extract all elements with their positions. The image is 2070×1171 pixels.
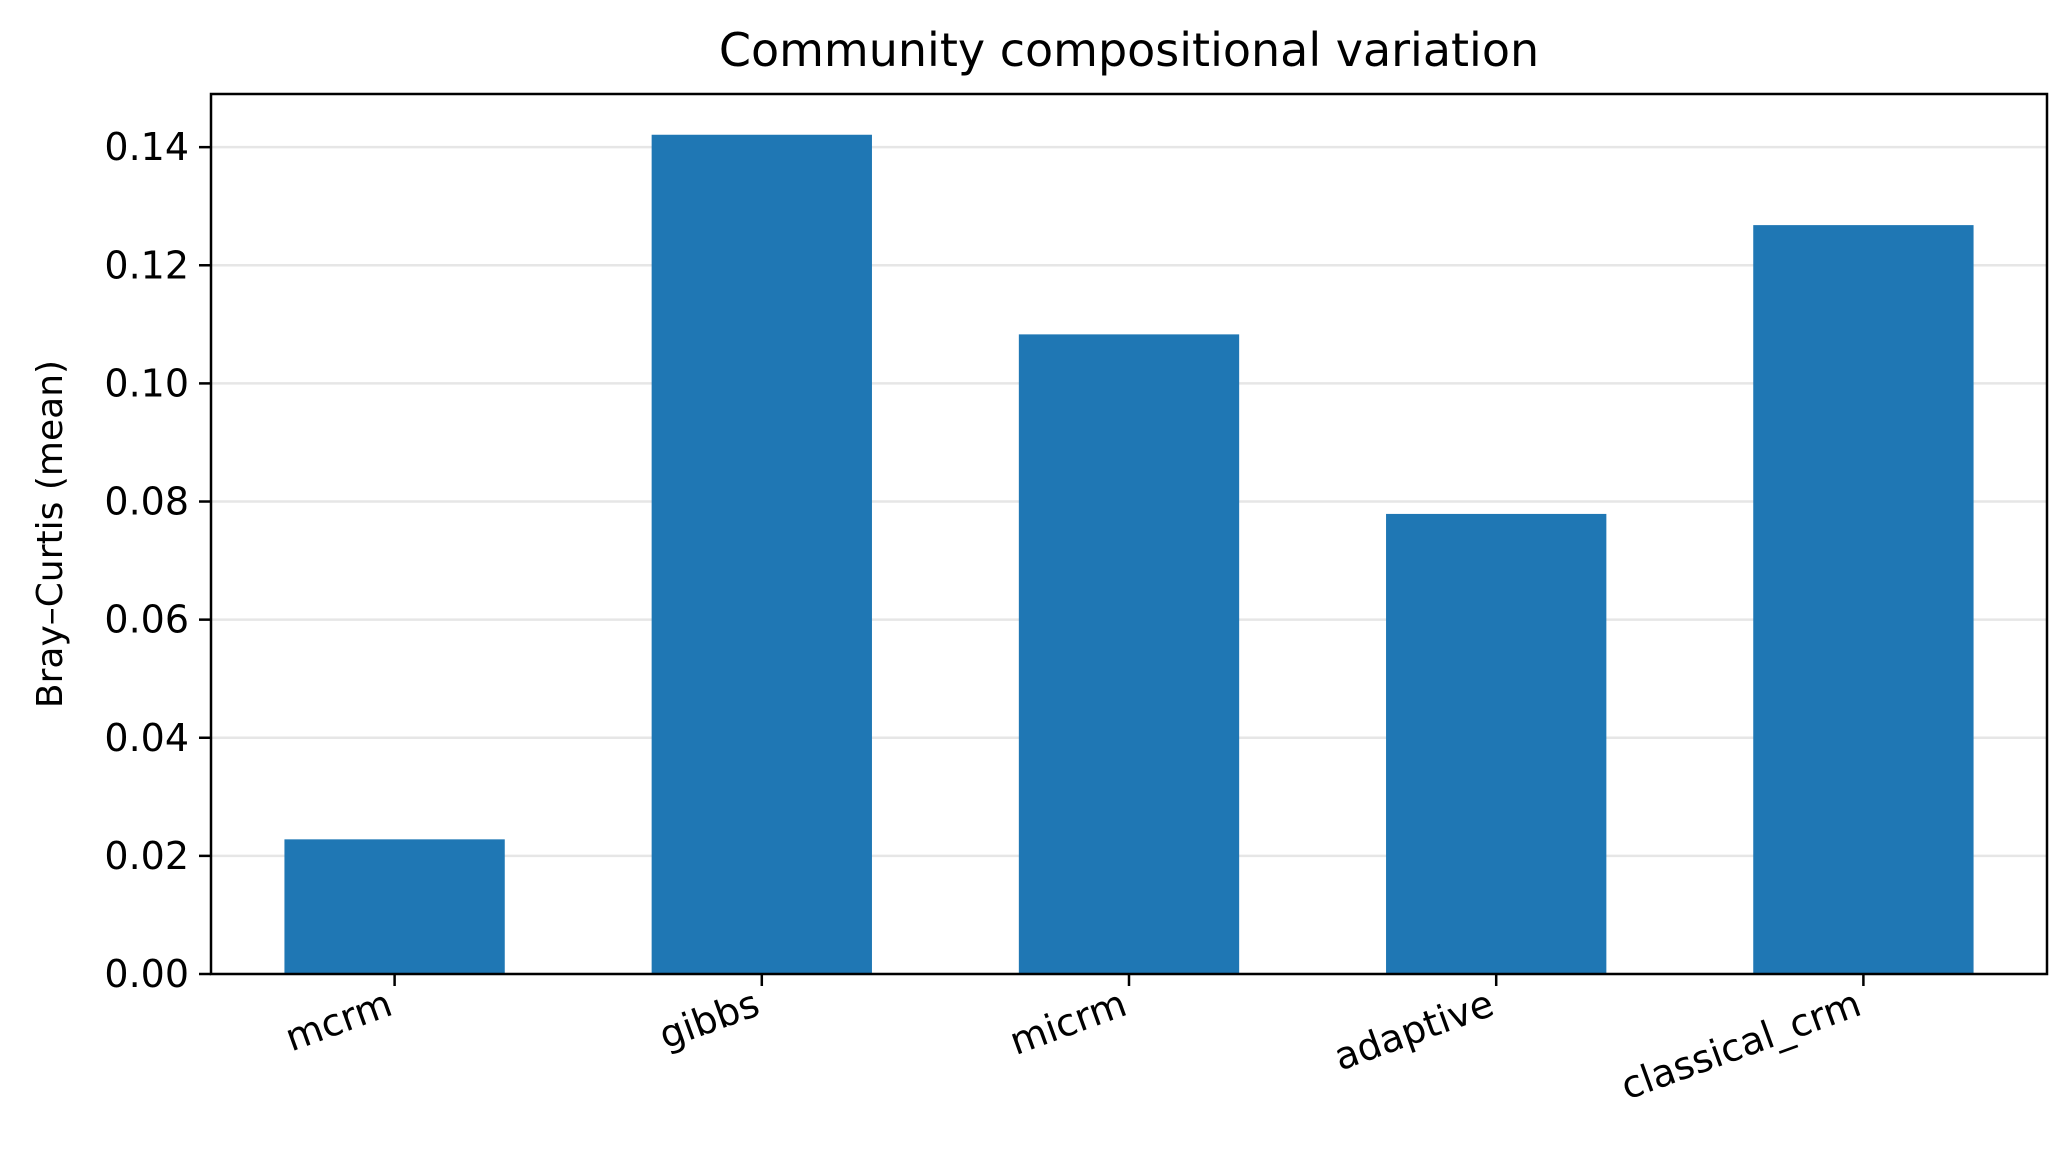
y-tick-label: 0.00 — [104, 952, 189, 996]
y-tick-label: 0.02 — [104, 834, 189, 878]
x-tick-label: adaptive — [1328, 981, 1499, 1079]
x-axis: mcrm gibbs micrm adaptive classical_crm — [279, 974, 1866, 1108]
y-tick-label: 0.04 — [104, 716, 189, 760]
y-tick-label: 0.12 — [104, 243, 189, 287]
x-tick-label: gibbs — [653, 981, 765, 1057]
chart-title: Community compositional variation — [719, 23, 1539, 77]
bar-adaptive — [1386, 513, 1607, 974]
bar-micrm — [1018, 334, 1240, 974]
bar-mcrm — [284, 839, 505, 974]
bar-gibbs — [651, 134, 872, 974]
x-tick-label: micrm — [1004, 981, 1132, 1064]
x-tick-label: mcrm — [279, 981, 397, 1060]
y-axis: 0.00 0.02 0.04 0.06 0.08 0.10 0.12 0.14 — [104, 125, 211, 996]
y-tick-label: 0.08 — [104, 480, 189, 524]
y-tick-label: 0.10 — [104, 361, 189, 405]
bars — [284, 134, 1974, 975]
x-tick-label: classical_crm — [1615, 981, 1866, 1108]
y-tick-label: 0.14 — [104, 125, 189, 169]
bar-classical-crm — [1753, 225, 1974, 975]
y-tick-label: 0.06 — [104, 598, 189, 642]
y-axis-label: Bray–Curtis (mean) — [30, 360, 71, 708]
